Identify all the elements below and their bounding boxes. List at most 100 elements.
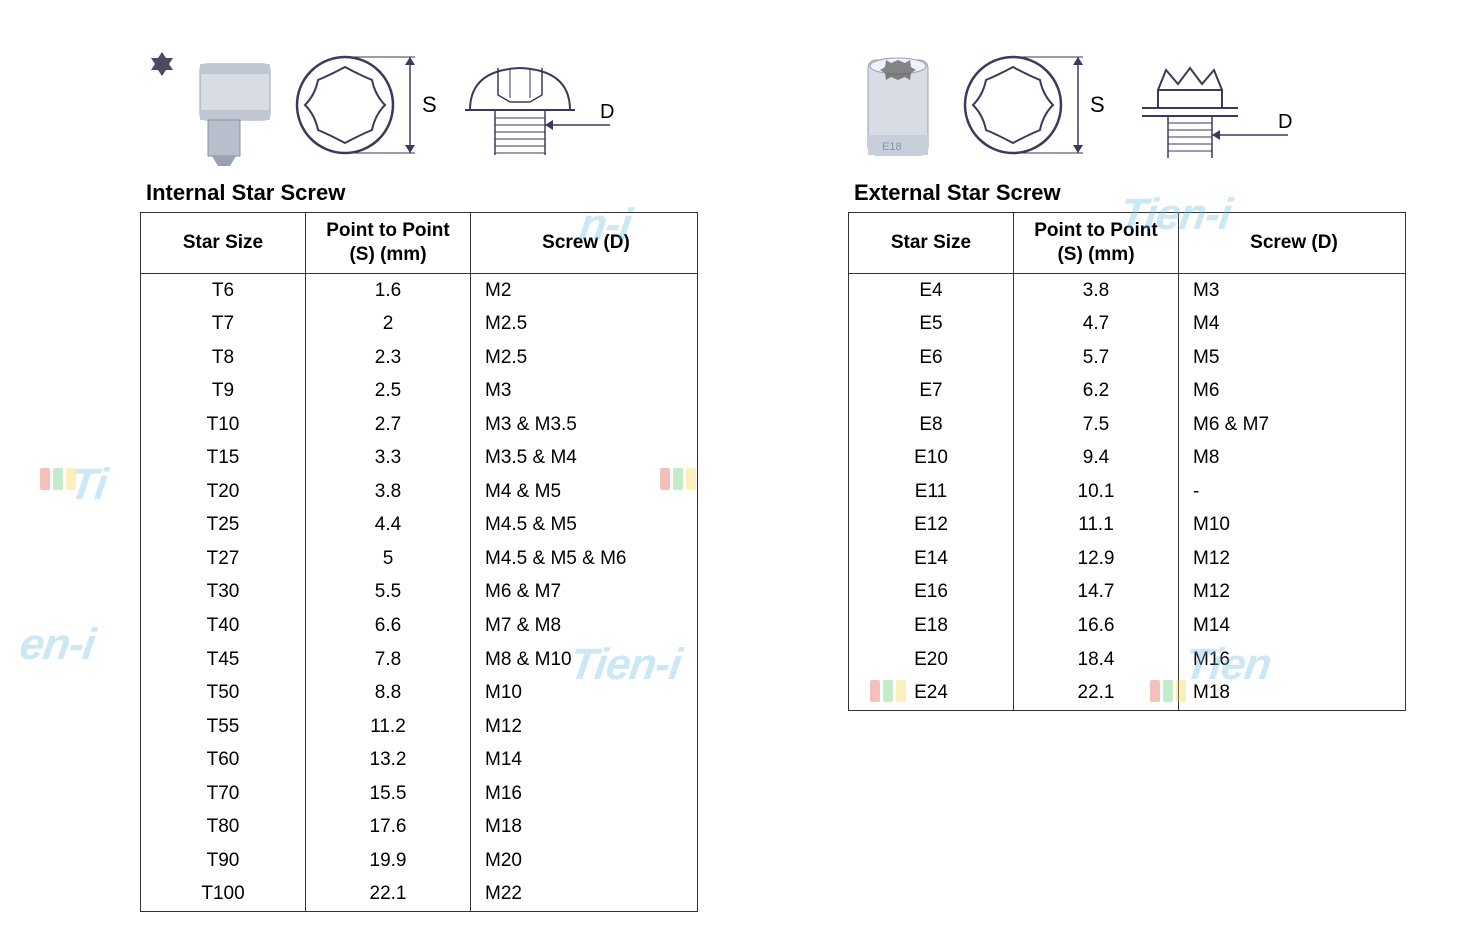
cell-point: 15.5 [306,777,471,811]
cell-point: 3.8 [306,475,471,509]
cell-screw: M5 [1179,341,1406,375]
cell-point: 17.6 [306,810,471,844]
cell-size: T40 [141,609,306,643]
cell-size: T7 [141,307,306,341]
external-screw-head-icon: D [1128,40,1308,170]
table-row: E43.8M3 [849,273,1406,307]
cell-size: T8 [141,341,306,375]
cell-point: 2.3 [306,341,471,375]
table-row: T7015.5M16 [141,777,698,811]
cell-size: E7 [849,374,1014,408]
cell-size: E4 [849,273,1014,307]
cell-screw: M12 [471,710,698,744]
cell-point: 2.7 [306,408,471,442]
cell-point: 22.1 [306,877,471,911]
cell-size: E14 [849,542,1014,576]
cell-screw: M3.5 & M4 [471,441,698,475]
svg-text:S: S [1090,92,1105,117]
cell-screw: M16 [1179,643,1406,677]
table-row: E1412.9M12 [849,542,1406,576]
cell-screw: M14 [1179,609,1406,643]
cell-screw: M7 & M8 [471,609,698,643]
cell-size: E16 [849,575,1014,609]
main-container: S D [50,40,1413,912]
cell-size: T25 [141,508,306,542]
cell-screw: M3 [471,374,698,408]
internal-title: Internal Star Screw [140,180,698,206]
cell-point: 12.9 [1014,542,1179,576]
table-row: E54.7M4 [849,307,1406,341]
table-row: T406.6M7 & M8 [141,609,698,643]
cell-screw: M6 [1179,374,1406,408]
internal-diagram-row: S D [140,40,698,170]
cell-size: T80 [141,810,306,844]
cell-screw: M10 [471,676,698,710]
table-row: E109.4M8 [849,441,1406,475]
cell-size: T60 [141,743,306,777]
table-row: E1211.1M10 [849,508,1406,542]
cell-screw: M16 [471,777,698,811]
cell-size: E6 [849,341,1014,375]
cell-point: 5.7 [1014,341,1179,375]
cell-point: 18.4 [1014,643,1179,677]
cell-point: 2 [306,307,471,341]
external-table: Star Size Point to Point(S) (mm) Screw (… [848,212,1406,711]
cell-size: E11 [849,475,1014,509]
cell-size: T10 [141,408,306,442]
cell-size: E24 [849,676,1014,710]
cell-point: 13.2 [306,743,471,777]
cell-point: 11.2 [306,710,471,744]
table-row: T8017.6M18 [141,810,698,844]
cell-screw: M12 [1179,575,1406,609]
cell-size: T70 [141,777,306,811]
internal-table: Star Size Point to Point(S) (mm) Screw (… [140,212,698,912]
cell-screw: M18 [471,810,698,844]
cell-screw: M3 & M3.5 [471,408,698,442]
cell-size: T27 [141,542,306,576]
cell-point: 2.5 [306,374,471,408]
cell-size: E18 [849,609,1014,643]
table-row: E2422.1M18 [849,676,1406,710]
cell-screw: M14 [471,743,698,777]
cell-screw: M2.5 [471,307,698,341]
cell-point: 7.8 [306,643,471,677]
cell-screw: M8 [1179,441,1406,475]
table-row: T305.5M6 & M7 [141,575,698,609]
table-row: T457.8M8 & M10 [141,643,698,677]
cell-point: 6.2 [1014,374,1179,408]
cell-size: E12 [849,508,1014,542]
col-header-size: Star Size [141,213,306,274]
cell-size: T90 [141,844,306,878]
col-header-screw: Screw (D) [1179,213,1406,274]
cell-screw: M4.5 & M5 & M6 [471,542,698,576]
cell-size: T55 [141,710,306,744]
table-row: T254.4M4.5 & M5 [141,508,698,542]
internal-screw-head-icon: D [460,40,630,170]
table-row: T82.3M2.5 [141,341,698,375]
cell-screw: M6 & M7 [1179,408,1406,442]
table-row: T9019.9M20 [141,844,698,878]
table-row: T61.6M2 [141,273,698,307]
cell-point: 3.8 [1014,273,1179,307]
svg-text:E18: E18 [882,141,902,153]
table-row: T92.5M3 [141,374,698,408]
cell-point: 22.1 [1014,676,1179,710]
cell-point: 1.6 [306,273,471,307]
cell-screw: M8 & M10 [471,643,698,677]
external-star-dimension-icon: S [958,40,1118,170]
cell-screw: M20 [471,844,698,878]
cell-size: T6 [141,273,306,307]
cell-point: 4.7 [1014,307,1179,341]
cell-screw: M3 [1179,273,1406,307]
cell-point: 6.6 [306,609,471,643]
cell-screw: M12 [1179,542,1406,576]
table-row: T275M4.5 & M5 & M6 [141,542,698,576]
internal-section: S D [140,40,698,912]
external-section: E18 S [848,40,1406,711]
cell-size: T20 [141,475,306,509]
cell-point: 11.1 [1014,508,1179,542]
cell-size: T30 [141,575,306,609]
cell-size: T9 [141,374,306,408]
external-diagram-row: E18 S [848,40,1406,170]
internal-socket-bit-icon [140,40,280,170]
